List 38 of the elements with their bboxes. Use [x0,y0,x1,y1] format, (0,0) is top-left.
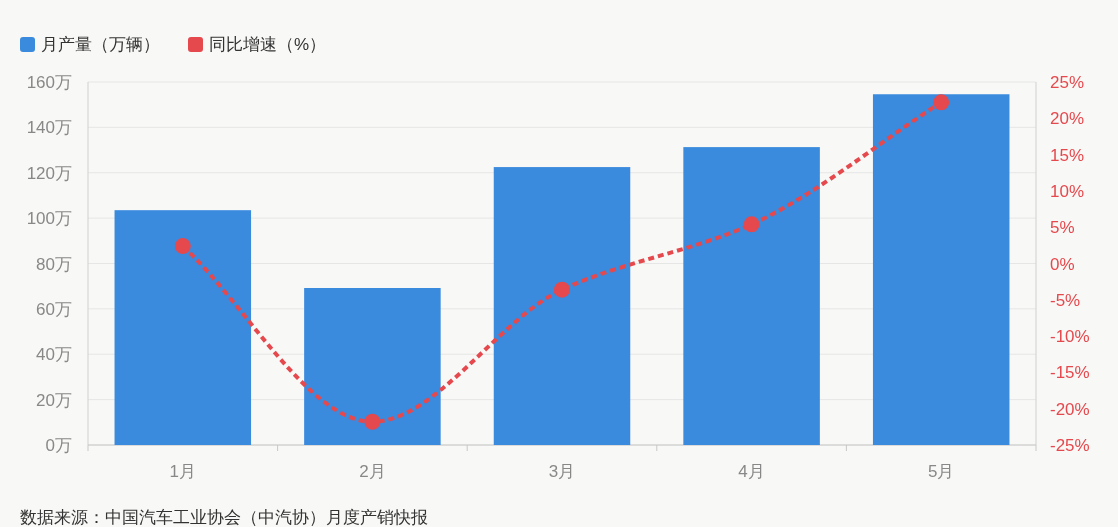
point [364,413,381,430]
y2-tick-label: 25% [1050,73,1085,92]
x-tick-label: 1月 [169,462,197,481]
y-tick-label: 20万 [36,390,72,410]
point [933,94,950,111]
y-tick-label: 140万 [26,118,72,138]
y2-tick-label: 20% [1050,109,1085,129]
x-tick-label: 5月 [927,462,955,481]
y2-tick-label: -15% [1050,363,1090,383]
bar [114,210,252,445]
point [554,281,570,298]
y-tick-label: 100万 [26,209,72,229]
bar [304,288,441,445]
y-tick-label: 60万 [36,299,72,319]
x-tick-label: 4月 [738,462,765,481]
point [743,216,760,233]
y2-tick-label: -25% [1050,436,1090,455]
bar [493,167,631,445]
y2-tick-label: 0% [1050,254,1075,274]
legend-label: 同比增速（%） [209,35,327,54]
x-tick-label: 2月 [359,462,386,481]
y-tick-label: 160万 [26,73,72,92]
legend-label: 月产量（万辆） [41,35,160,54]
y2-tick-label: -20% [1050,399,1090,419]
y-tick-label: 40万 [36,345,72,365]
point [174,238,191,255]
bar [872,94,1010,445]
y-tick-label: 0万 [45,436,72,455]
source-note: 数据来源：中国汽车工业协会（中汽协）月度产销快报 [20,508,428,527]
y-tick-label: 120万 [26,163,72,183]
y2-tick-label: 15% [1050,145,1085,165]
bar [683,147,820,445]
y2-tick-label: 10% [1050,181,1085,201]
y2-tick-label: 5% [1050,218,1075,238]
x-tick-label: 3月 [548,462,576,481]
y2-tick-label: -10% [1050,327,1090,347]
y-tick-label: 80万 [36,254,72,274]
y2-tick-label: -5% [1050,290,1081,310]
